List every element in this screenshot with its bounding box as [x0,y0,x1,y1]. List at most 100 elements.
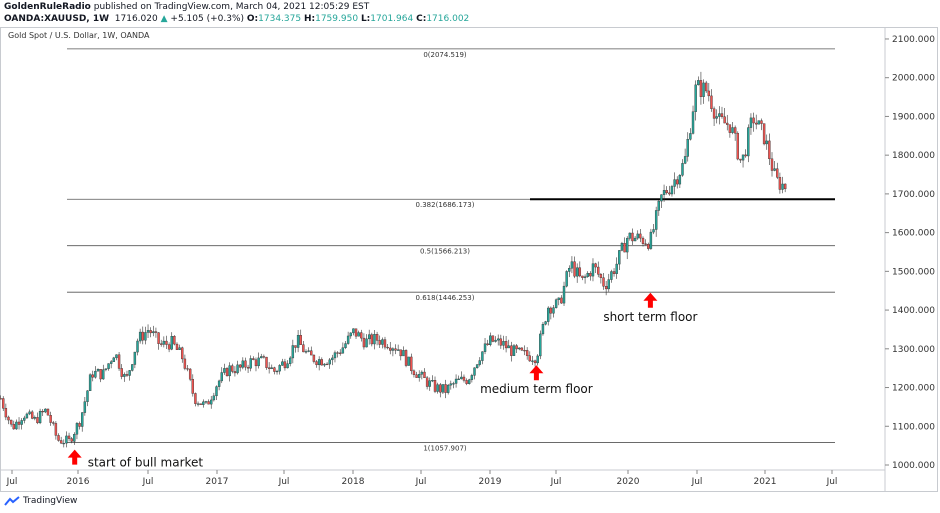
candle-body [565,271,568,287]
y-tick-label: 2100.000 [892,35,935,45]
candle-body [568,267,571,272]
candle-body [520,347,524,351]
candle-body [678,175,682,185]
candle-body [552,307,555,314]
candle-body [418,374,421,378]
candle-body [296,334,300,348]
candle-body [4,408,8,418]
candle-body [549,307,553,314]
candle-body [25,413,29,419]
candle-body [194,393,197,404]
h-label: H: [303,14,316,24]
candle-body [170,335,173,350]
candle-body [289,357,292,364]
candle-body [112,357,116,362]
candle-body [283,361,287,369]
candle-body [676,179,679,185]
candle-body [131,364,134,371]
candle-body [136,340,139,353]
candle-body [278,365,281,372]
candle-body [286,363,289,369]
candle-body [241,360,245,368]
candle-body [570,261,574,269]
candle-body [557,297,560,300]
high-value: 1759.950 [315,14,359,24]
candle-body [620,242,624,251]
x-tick-label: Jul [142,477,154,487]
candle-body [573,261,576,277]
candle-body [599,274,603,278]
candle-body [415,374,418,378]
candle-body [697,80,700,86]
candle-body [723,116,726,124]
candle-body [618,250,621,265]
candle-body [726,122,729,125]
candle-body [739,158,742,161]
candle-body [181,347,184,360]
candle-body [560,297,563,304]
candle-body [231,365,234,372]
candle-body [133,351,137,365]
candle-body [23,417,26,421]
candle-body [357,332,360,337]
candle-body [539,333,542,357]
candle-body [317,359,321,366]
candle-body [446,384,450,393]
candle-body [768,140,771,160]
candle-body [86,390,89,402]
candle-body [733,127,737,134]
x-tick-label: 2020 [617,477,640,487]
candle-body [367,334,371,340]
candle-body [333,352,337,359]
candle-body [57,435,60,441]
candle-body [507,345,510,349]
candle-body [299,334,302,345]
candle-body [410,356,413,372]
candle-body [670,186,674,195]
y-tick-label: 1500.000 [892,267,935,277]
candle-body [273,367,276,372]
candle-body [109,361,113,364]
candle-body [475,364,479,369]
candle-body [778,177,782,190]
candle-body [407,356,410,366]
candle-body [720,113,724,117]
candle-body [649,231,653,249]
candle-body [225,368,229,377]
candle-body [91,374,94,378]
candle-body [28,411,31,415]
candle-body [117,354,121,369]
candle-body [336,352,339,354]
candle-body [70,438,73,442]
candle-body [631,232,634,242]
candle-body [349,332,352,337]
low-value: 1701.964 [370,14,414,24]
candle-body [65,435,68,444]
candle-body [481,351,484,361]
candle-body [125,374,129,376]
candle-body [536,355,539,364]
candle-body [162,340,166,345]
candle-body [275,370,279,373]
candle-body [12,423,15,430]
author[interactable]: GoldenRuleRadio [4,2,91,12]
candle-body [107,363,110,369]
o-label: O: [246,14,259,24]
candle-body [483,343,487,352]
candle-body [712,108,716,119]
publish-info: GoldenRuleRadio published on TradingView… [4,2,369,12]
candle-body [328,359,331,365]
tradingview-logo[interactable]: TradingView [4,496,77,506]
candle-body [46,408,50,416]
candle-body [502,341,505,346]
candle-body [610,271,613,280]
candle-body [307,350,310,352]
candle-body [391,348,395,351]
x-tick-label: Jul [278,477,290,487]
candle-body [188,368,192,380]
candle-body [644,243,647,245]
candle-body [352,328,355,334]
fib-label: 0.5(1566.213) [420,248,470,256]
candle-body [33,417,37,419]
